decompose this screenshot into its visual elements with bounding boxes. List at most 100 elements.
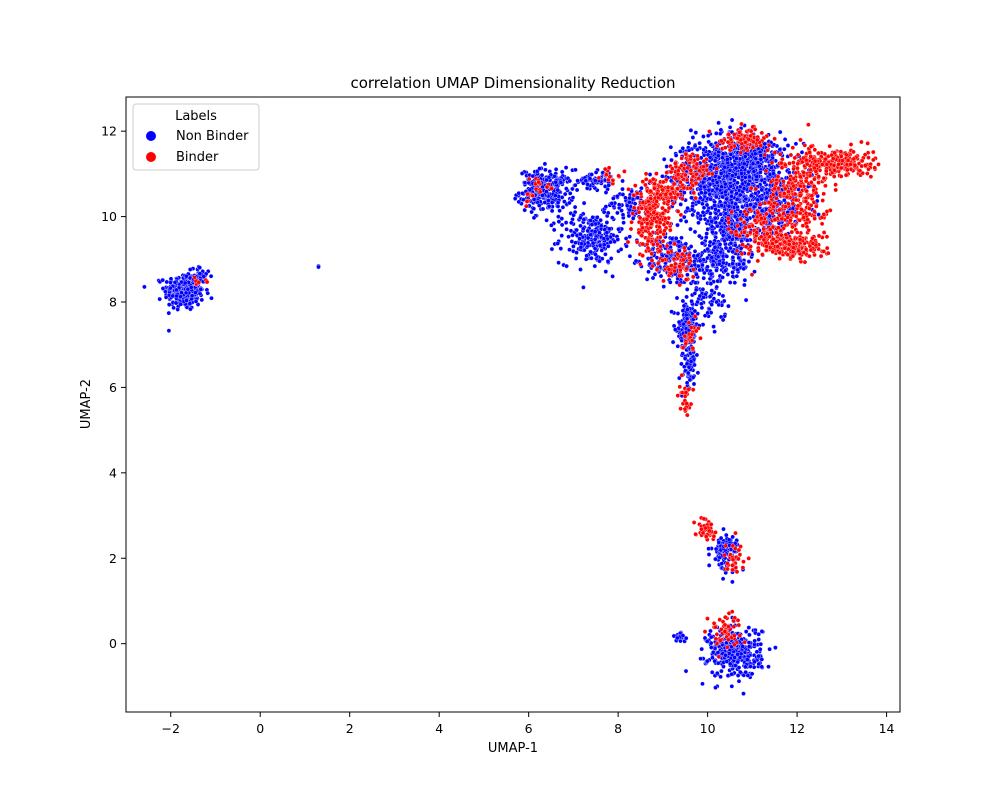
- data-point: [693, 130, 699, 135]
- data-point: [654, 171, 659, 176]
- data-point: [778, 152, 783, 157]
- data-point: [809, 193, 815, 199]
- data-point: [640, 200, 646, 205]
- data-point: [673, 327, 678, 332]
- data-point: [791, 176, 797, 181]
- data-point: [197, 265, 202, 270]
- data-point: [553, 179, 559, 185]
- data-point: [758, 170, 763, 175]
- data-point: [697, 140, 702, 146]
- data-point: [866, 166, 871, 172]
- data-point: [754, 649, 760, 655]
- data-point: [661, 284, 666, 289]
- data-point: [699, 305, 705, 311]
- data-point: [711, 296, 717, 301]
- data-point: [693, 180, 699, 186]
- data-point: [556, 214, 561, 219]
- data-point: [553, 193, 558, 198]
- data-point: [592, 263, 598, 269]
- data-point: [743, 629, 749, 634]
- data-point: [563, 165, 569, 170]
- data-point: [742, 154, 748, 159]
- data-point: [685, 205, 690, 211]
- data-point: [811, 200, 817, 205]
- data-point: [714, 284, 719, 290]
- data-point: [720, 155, 725, 161]
- data-point: [601, 242, 607, 248]
- data-point: [793, 214, 799, 219]
- data-point: [716, 175, 722, 180]
- data-point: [649, 221, 654, 227]
- data-point: [725, 157, 730, 162]
- data-point: [833, 182, 838, 187]
- data-point: [680, 633, 686, 638]
- data-point: [581, 285, 586, 290]
- data-point: [799, 150, 805, 155]
- data-point: [752, 127, 758, 132]
- data-point: [670, 339, 676, 345]
- data-point: [750, 161, 756, 166]
- data-point: [678, 179, 683, 185]
- data-point: [647, 206, 653, 211]
- data-point: [746, 644, 752, 649]
- data-point: [670, 166, 675, 171]
- data-point: [738, 150, 744, 156]
- data-point: [722, 238, 727, 244]
- data-point: [603, 252, 608, 257]
- data-point: [646, 269, 651, 275]
- data-point: [649, 251, 655, 257]
- data-point: [743, 297, 749, 303]
- data-point: [603, 204, 609, 209]
- data-point: [721, 526, 726, 532]
- data-point: [616, 202, 622, 207]
- data-point: [539, 172, 545, 178]
- data-point: [660, 238, 666, 244]
- data-point: [748, 193, 754, 199]
- data-point: [798, 137, 803, 143]
- data-point: [636, 210, 642, 215]
- data-point: [640, 225, 645, 231]
- data-point: [707, 192, 712, 197]
- data-point: [570, 233, 575, 238]
- data-point: [676, 244, 682, 249]
- data-point: [673, 161, 678, 166]
- data-point: [785, 143, 791, 148]
- data-point: [848, 142, 854, 147]
- data-point: [679, 156, 684, 161]
- data-point: [747, 632, 752, 638]
- data-point: [611, 196, 616, 201]
- data-point: [752, 659, 757, 665]
- data-point: [726, 303, 731, 309]
- data-point: [851, 156, 857, 162]
- data-point: [542, 161, 548, 167]
- data-point: [549, 223, 554, 228]
- data-point: [686, 252, 692, 258]
- data-point: [676, 168, 681, 174]
- data-point: [640, 241, 646, 247]
- data-point: [569, 220, 574, 226]
- data-point: [585, 228, 590, 234]
- data-point: [767, 646, 772, 652]
- data-point: [560, 205, 566, 210]
- data-point: [567, 247, 572, 252]
- data-point: [812, 176, 817, 182]
- data-point: [593, 252, 598, 257]
- data-point: [706, 171, 711, 177]
- data-point: [739, 171, 744, 176]
- data-point: [610, 274, 615, 279]
- data-point: [791, 183, 796, 189]
- data-point: [585, 240, 591, 246]
- data-point: [742, 277, 748, 283]
- data-point: [865, 171, 870, 176]
- data-point: [780, 156, 785, 162]
- data-point: [683, 151, 689, 157]
- data-point: [171, 305, 176, 311]
- data-point: [559, 222, 565, 228]
- data-point: [732, 655, 737, 660]
- data-point: [544, 218, 549, 223]
- data-point: [715, 254, 721, 260]
- data-point: [736, 255, 741, 261]
- data-point: [729, 162, 735, 168]
- data-point: [643, 171, 649, 177]
- data-point: [624, 243, 629, 249]
